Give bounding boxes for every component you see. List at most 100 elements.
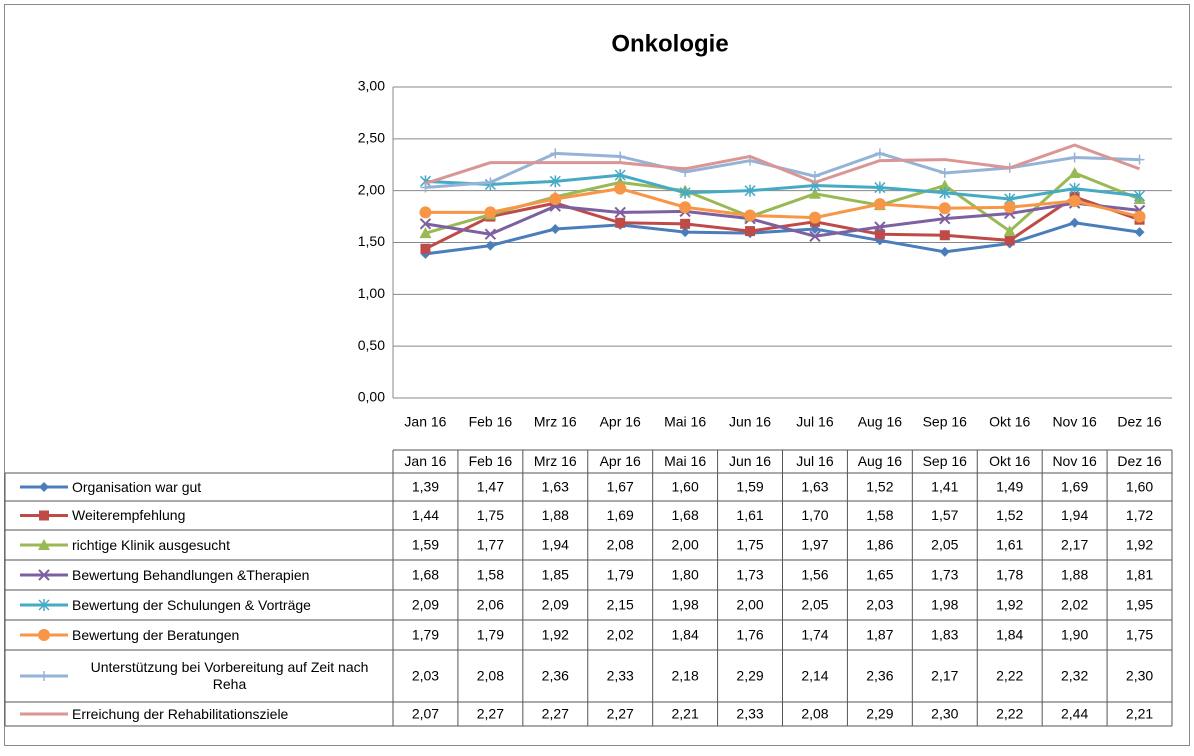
table-cell: 1,59 (412, 537, 439, 553)
table-cell: 1,56 (801, 567, 828, 583)
marker (679, 201, 692, 214)
table-header: Dez 16 (1117, 453, 1162, 469)
x-tick-label: Jun 16 (729, 414, 771, 430)
table-cell: 2,36 (866, 668, 893, 684)
marker (614, 169, 626, 182)
table-cell: 2,03 (866, 597, 893, 613)
series-line (425, 221, 1140, 256)
table-cell: 1,73 (736, 567, 763, 583)
table-cell: 1,84 (996, 627, 1023, 643)
marker (484, 206, 497, 219)
table-cell: 2,17 (931, 668, 958, 684)
marker (1003, 201, 1016, 214)
table-header: Nov 16 (1052, 453, 1097, 469)
table-cell: 1,94 (542, 537, 569, 553)
marker (549, 192, 562, 205)
marker (1133, 210, 1146, 223)
table-cell: 2,21 (672, 706, 699, 722)
table-cell: 2,09 (542, 597, 569, 613)
table-cell: 1,79 (477, 627, 504, 643)
y-tick-label: 2,50 (358, 130, 385, 146)
table-cell: 2,30 (931, 706, 958, 722)
table-cell: 1,92 (996, 597, 1023, 613)
marker (874, 148, 885, 159)
table-cell: 1,39 (412, 479, 439, 495)
marker (419, 218, 432, 230)
legend-label: Organisation war gut (72, 478, 202, 495)
table-cell: 2,00 (672, 537, 699, 553)
table-cell: 1,92 (1126, 537, 1153, 553)
table-cell: 1,61 (996, 537, 1023, 553)
table-cell: 1,88 (1061, 567, 1088, 583)
marker (550, 224, 561, 235)
legend-key-marker (38, 569, 50, 581)
table-cell: 1,41 (931, 479, 958, 495)
table-cell: 2,02 (607, 627, 634, 643)
x-tick-label: Mai 16 (664, 414, 706, 430)
marker (808, 211, 821, 224)
legend-key-marker (39, 510, 49, 521)
table-cell: 2,15 (607, 597, 634, 613)
table-header: Mai 16 (664, 453, 706, 469)
marker (420, 243, 431, 254)
marker (744, 184, 756, 197)
table-cell: 2,03 (412, 668, 439, 684)
x-tick-label: Sep 16 (923, 414, 968, 430)
table-cell: 2,44 (1061, 706, 1088, 722)
marker (939, 212, 951, 225)
table-cell: 2,21 (1126, 706, 1153, 722)
table-cell: 1,52 (996, 507, 1023, 523)
table-cell: 1,69 (607, 507, 634, 523)
marker (549, 175, 561, 188)
marker (874, 229, 885, 240)
marker (419, 206, 432, 219)
table-cell: 1,84 (672, 627, 699, 643)
table-header: Sep 16 (923, 453, 968, 469)
table-cell: 1,63 (801, 479, 828, 495)
marker (679, 186, 691, 199)
marker (1004, 235, 1015, 246)
legend-label-box: Unterstützung bei Vorbereitung auf Zeit … (91, 659, 369, 692)
table-cell: 2,06 (477, 597, 504, 613)
legend-key-marker (38, 629, 50, 641)
marker (1069, 152, 1080, 163)
table-cell: 1,90 (1061, 627, 1088, 643)
table-cell: 2,05 (931, 537, 958, 553)
marker (615, 151, 626, 162)
legend-key-marker (38, 539, 50, 550)
legend-label-box: Bewertung Behandlungen &Therapien (72, 567, 309, 583)
marker (680, 227, 691, 238)
table-cell: 1,73 (931, 567, 958, 583)
chart-title: Onkologie (611, 30, 728, 57)
marker (1068, 167, 1081, 179)
x-tick-label: Jul 16 (796, 414, 834, 430)
table-cell: 1,92 (542, 627, 569, 643)
table-cell: 1,49 (996, 479, 1023, 495)
table-cell: 1,85 (542, 567, 569, 583)
table-cell: 1,58 (477, 567, 504, 583)
y-tick-label: 2,00 (358, 181, 385, 197)
marker (1069, 217, 1080, 228)
x-tick-label: Mrz 16 (534, 414, 577, 430)
table-header: Jan 16 (404, 453, 446, 469)
table-cell: 1,47 (477, 479, 504, 495)
table-cell: 2,05 (801, 597, 828, 613)
table-cell: 1,77 (477, 537, 504, 553)
table-cell: 2,27 (607, 706, 634, 722)
marker (614, 182, 627, 195)
table-cell: 1,72 (1126, 507, 1153, 523)
x-tick-label: Jan 16 (404, 414, 446, 430)
x-tick-label: Okt 16 (989, 414, 1030, 430)
table-cell: 1,95 (1126, 597, 1153, 613)
table-cell: 2,17 (1061, 537, 1088, 553)
table-cell: 1,86 (866, 537, 893, 553)
table-cell: 2,18 (672, 668, 699, 684)
table-cell: 1,69 (1061, 479, 1088, 495)
legend-label: Bewertung der Beratungen (72, 626, 240, 643)
marker (939, 246, 950, 257)
table-cell: 1,63 (542, 479, 569, 495)
table-cell: 1,52 (866, 479, 893, 495)
marker (939, 230, 950, 241)
table-cell: 2,36 (542, 668, 569, 684)
table-cell: 1,79 (607, 567, 634, 583)
